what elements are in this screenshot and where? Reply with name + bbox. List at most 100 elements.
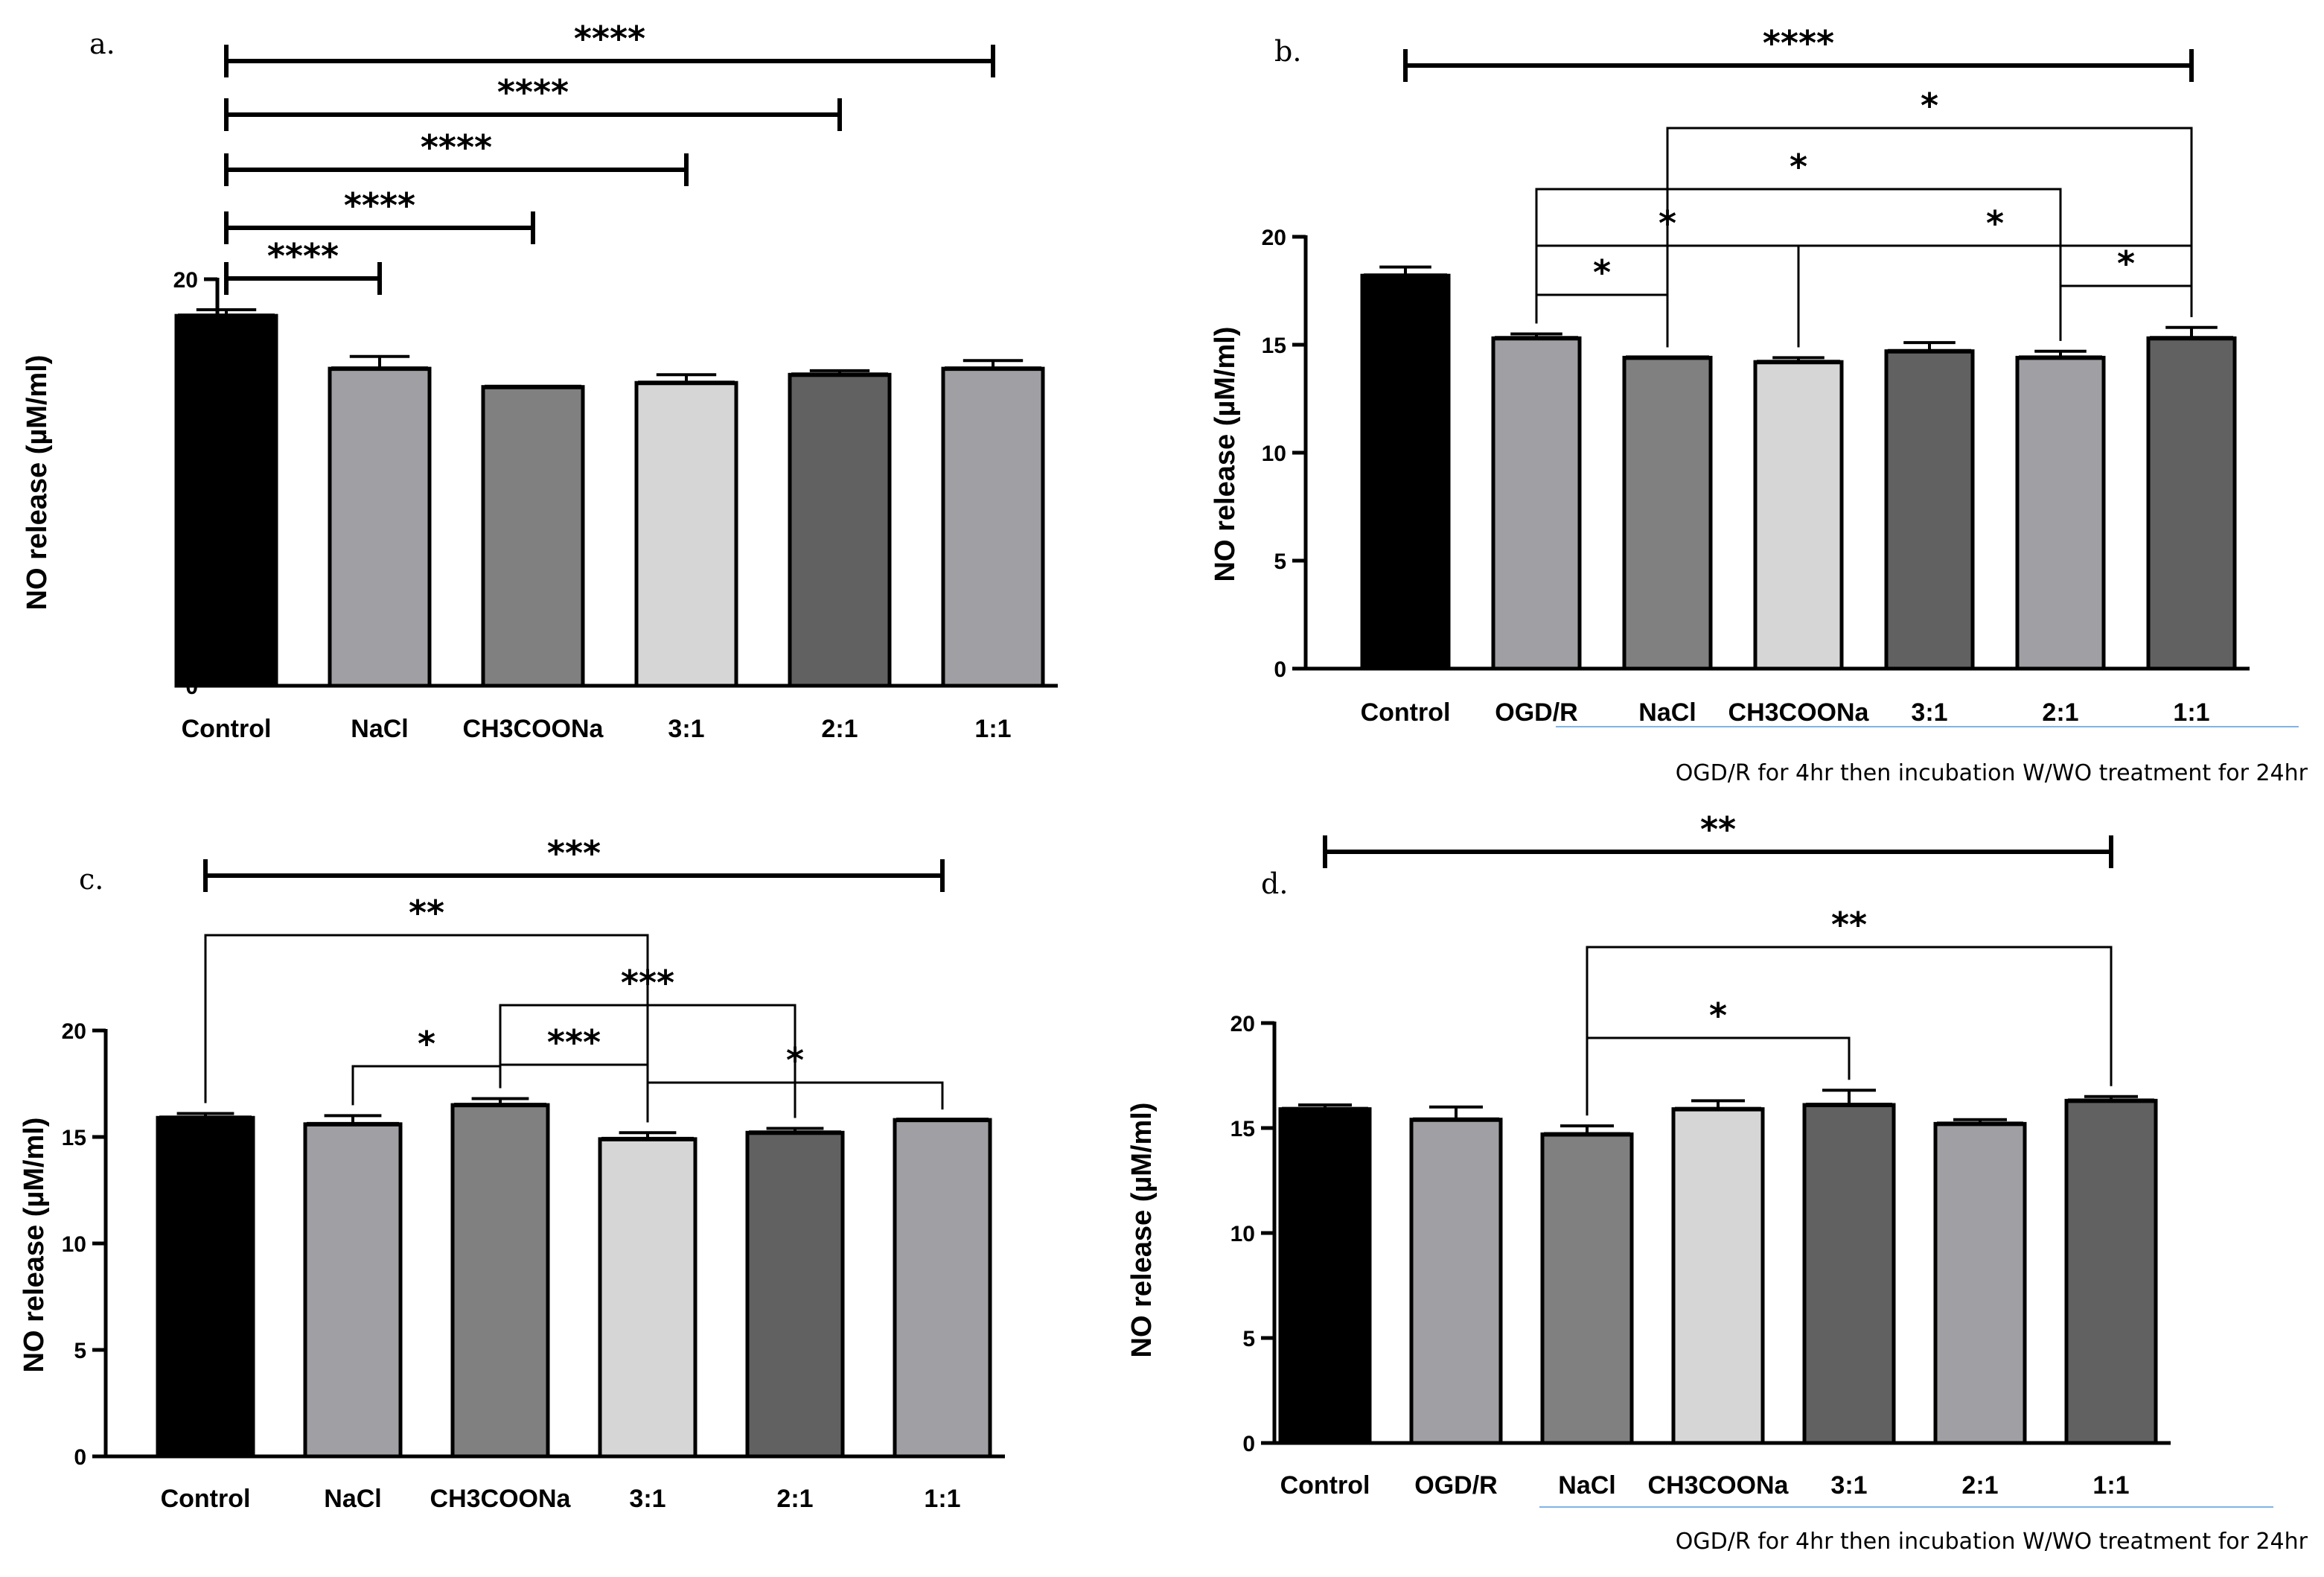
y-tick-label: 5 [74, 1339, 86, 1363]
y-tick-label: 10 [1230, 1222, 1255, 1246]
significance-label: ** [1831, 905, 1867, 945]
category-label: 1:1 [924, 1485, 960, 1513]
bracket-line [204, 934, 649, 1123]
bar-control [174, 313, 278, 688]
bar-ch3coona [1671, 1107, 1765, 1445]
comparison-bracket: * [1535, 252, 1669, 348]
significance-label: **** [1763, 23, 1834, 63]
comparison-bracket: ** [204, 893, 649, 1123]
significance-label: **** [267, 236, 339, 276]
category-label: 1:1 [2092, 1471, 2129, 1500]
significance-label: * [2117, 243, 2135, 284]
y-tick-label: 10 [1262, 442, 1286, 466]
comparison-bracket: * [646, 1040, 944, 1123]
significance-label: *** [547, 833, 601, 873]
category-label: CH3COONa [463, 715, 604, 743]
bar-1-1 [941, 366, 1045, 688]
comparison-bracket: **** [1403, 23, 2194, 82]
bracket-line [1535, 293, 1669, 348]
y-tick-label: 10 [62, 1232, 86, 1257]
significance-label: **** [497, 72, 569, 112]
category-label: NaCl [324, 1485, 381, 1513]
bracket-line [1797, 244, 2193, 348]
panel-letter: b. [1274, 35, 1301, 68]
bar-nacl [303, 1122, 403, 1459]
bar-3-1 [598, 1137, 697, 1459]
bar-2-1 [1933, 1121, 2027, 1445]
y-tick-label: 15 [1230, 1117, 1255, 1141]
bar-3-1 [634, 380, 738, 688]
comparison-bracket: ** [1323, 809, 2113, 868]
y-tick-label: 20 [62, 1019, 86, 1044]
category-label: CH3COONa [430, 1485, 572, 1513]
bar-2-1 [745, 1130, 845, 1459]
bracket-line [499, 1004, 797, 1118]
panel-letter: c. [79, 863, 103, 896]
bracket-line [1586, 946, 2113, 1116]
bracket-line [2059, 284, 2193, 341]
category-label: CH3COONa [1728, 698, 1870, 727]
bracket-line [1586, 1036, 1851, 1116]
y-tick-label: 0 [1242, 1432, 1255, 1456]
panel-letter: d. [1261, 867, 1288, 900]
significance-label: * [1593, 252, 1611, 293]
category-label: 2:1 [1961, 1471, 1998, 1500]
y-axis-label: NO release (µM/ml) [1126, 1103, 1158, 1358]
category-label: 3:1 [629, 1485, 665, 1513]
significance-label: ** [409, 893, 444, 933]
significance-label: * [1986, 203, 2004, 243]
comparison-bracket: ** [1586, 905, 2113, 1116]
bar-1-1 [893, 1118, 992, 1459]
significance-label: * [1790, 147, 1807, 187]
significance-label: **** [344, 185, 415, 226]
y-axis-label: NO release (µM/ml) [19, 1118, 50, 1373]
y-tick-label: 20 [1262, 226, 1286, 250]
significance-label: * [786, 1040, 804, 1080]
category-label: 3:1 [1911, 698, 1947, 727]
bracket-line [1666, 127, 2193, 348]
category-label: 1:1 [2173, 698, 2209, 727]
bar-ch3coona [1753, 360, 1844, 671]
category-label: Control [182, 715, 272, 743]
bar-ogd-r [1409, 1118, 1503, 1445]
bar-3-1 [1802, 1103, 1896, 1445]
comparison-bracket: **** [224, 185, 535, 244]
significance-label: * [1659, 203, 1676, 243]
significance-label: *** [547, 1022, 601, 1063]
category-label: NaCl [1558, 1471, 1615, 1500]
significance-label: **** [421, 127, 492, 168]
bar-nacl [1622, 355, 1713, 671]
y-tick-label: 0 [74, 1445, 86, 1470]
y-tick-label: 20 [1230, 1012, 1255, 1036]
chart-panel-3: c. NO release (µM/ml) 0 5 10 15 20 Control NaCl C… [19, 833, 1005, 1513]
bracket-line [646, 1081, 944, 1123]
bar-ogd-r [1491, 336, 1582, 671]
comparison-bracket: *** [203, 833, 945, 892]
bar-1-1 [2146, 336, 2237, 671]
category-label: 1:1 [974, 715, 1011, 743]
y-tick-label: 15 [1262, 334, 1286, 358]
comparison-bracket: * [1666, 86, 2193, 348]
category-label: OGD/R [1495, 698, 1577, 727]
category-label: Control [1280, 1471, 1370, 1500]
comparison-bracket: *** [499, 963, 797, 1118]
y-tick-label: 20 [173, 268, 198, 293]
y-tick-label: 0 [1274, 657, 1286, 682]
y-axis-label: NO release (µM/ml) [22, 355, 53, 611]
chart-panel-4: d. NO release (µM/ml) 0 5 10 15 20 Control OGD/R… [1126, 809, 2308, 1555]
category-label: NaCl [1638, 698, 1696, 727]
bracket-line [351, 1065, 502, 1106]
y-tick-label: 5 [1274, 549, 1286, 574]
bar-2-1 [2015, 355, 2106, 671]
comparison-bracket: * [1586, 995, 1851, 1116]
bar-ch3coona [450, 1103, 550, 1459]
bar-3-1 [1884, 349, 1975, 671]
bar-ch3coona [481, 385, 585, 688]
treatment-note: OGD/R for 4hr then incubation W/WO treat… [1676, 760, 2308, 786]
bar-nacl [1540, 1132, 1634, 1445]
bar-control [1360, 273, 1451, 671]
bar-2-1 [788, 372, 892, 688]
comparison-bracket: * [351, 1024, 502, 1106]
bar-nacl [328, 366, 432, 688]
category-label: OGD/R [1414, 1471, 1497, 1500]
